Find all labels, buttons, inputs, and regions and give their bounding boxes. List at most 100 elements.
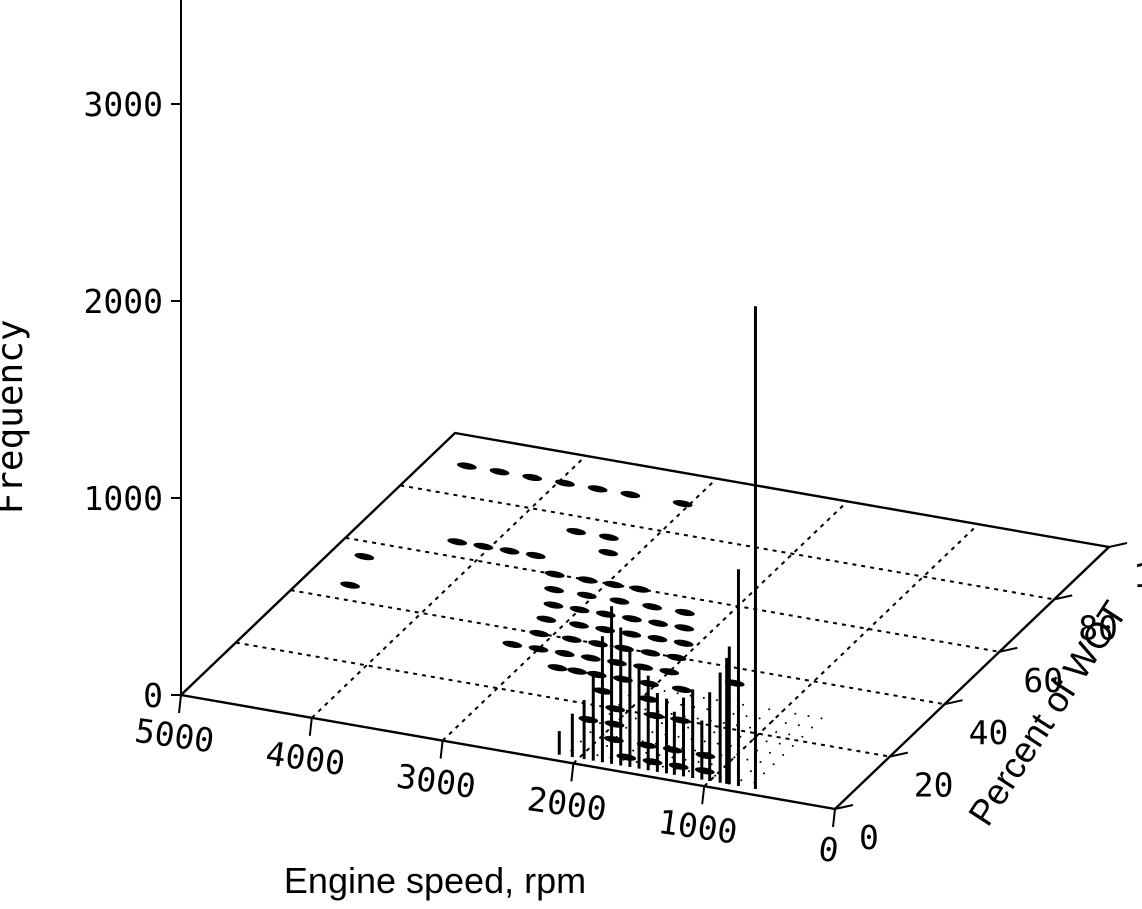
data-point-9 bbox=[578, 715, 599, 724]
floor-dot bbox=[810, 726, 813, 729]
floor-dot bbox=[782, 754, 785, 757]
y-tick-label: 20 bbox=[914, 766, 954, 805]
data-point-37 bbox=[621, 630, 642, 638]
y-tick-label: 80 bbox=[1078, 608, 1118, 647]
data-point-39 bbox=[569, 621, 589, 629]
floor-dot bbox=[713, 731, 716, 734]
floor-dot bbox=[732, 712, 735, 715]
floor-dot bbox=[644, 708, 647, 711]
data-point-17 bbox=[613, 675, 633, 683]
floor-dot bbox=[807, 715, 810, 718]
floor-dot bbox=[781, 710, 784, 713]
data-point-63 bbox=[598, 533, 619, 541]
floor-dot bbox=[775, 731, 778, 734]
floor-dot bbox=[634, 717, 637, 720]
floor-dot bbox=[722, 722, 725, 725]
data-point-2 bbox=[642, 758, 663, 766]
x-tick-0 bbox=[832, 808, 836, 828]
floor-dot bbox=[635, 761, 638, 764]
data-point-61 bbox=[447, 538, 468, 546]
floor-dot bbox=[768, 708, 771, 711]
data-point-24 bbox=[607, 658, 627, 667]
floor-dot bbox=[769, 751, 772, 754]
data-point-43 bbox=[648, 619, 668, 627]
x-tick-label: 2000 bbox=[525, 779, 609, 829]
data-point-23 bbox=[633, 663, 654, 671]
floor-dot bbox=[758, 717, 761, 720]
data-point-38 bbox=[595, 625, 616, 634]
data-point-53 bbox=[544, 586, 564, 594]
data-point-41 bbox=[340, 581, 360, 589]
floor-dot bbox=[706, 708, 709, 711]
x-tick-3000 bbox=[439, 740, 444, 759]
y-tick-label: 100 bbox=[1133, 556, 1142, 595]
x-tick-2000 bbox=[570, 763, 575, 782]
x-tick-label: 5000 bbox=[133, 711, 217, 761]
data-point-4 bbox=[695, 751, 716, 760]
data-point-49 bbox=[674, 608, 695, 617]
x-tick-5000 bbox=[178, 694, 182, 714]
data-point-54 bbox=[629, 585, 650, 593]
data-point-6 bbox=[636, 741, 657, 749]
floor-dot bbox=[749, 770, 752, 773]
data-point-56 bbox=[577, 576, 598, 584]
floor-dot bbox=[742, 703, 745, 706]
data-point-44 bbox=[622, 615, 642, 623]
data-point-46 bbox=[569, 606, 590, 614]
y-tick-40 bbox=[944, 699, 963, 706]
floor-dot bbox=[694, 749, 697, 752]
z-tick-label: 2000 bbox=[84, 282, 163, 321]
floor-dot bbox=[740, 779, 743, 782]
floor-dot bbox=[788, 733, 791, 736]
floor-dot bbox=[762, 728, 765, 731]
x-tick-4000 bbox=[308, 717, 313, 736]
bars-layer bbox=[557, 306, 757, 789]
floor-dot bbox=[676, 692, 679, 695]
data-point-50 bbox=[642, 603, 663, 611]
y-tick-20 bbox=[889, 751, 909, 758]
x-axis-label: Engine speed, rpm bbox=[284, 860, 586, 901]
floor-dot bbox=[797, 724, 800, 727]
floor-dot bbox=[631, 706, 634, 709]
floor-dot bbox=[749, 726, 752, 729]
data-point-31 bbox=[614, 644, 635, 652]
floor-dot bbox=[680, 703, 683, 706]
y-tick-0 bbox=[834, 804, 854, 810]
data-point-60 bbox=[473, 542, 494, 550]
floor-dot bbox=[746, 758, 749, 761]
data-point-36 bbox=[647, 635, 668, 643]
y-tick-label: 0 bbox=[859, 818, 879, 857]
data-point-33 bbox=[561, 635, 582, 643]
floor-dot bbox=[714, 774, 717, 777]
y-tick-60 bbox=[999, 646, 1018, 653]
floor-dot bbox=[791, 744, 794, 747]
floor-dot bbox=[670, 712, 673, 715]
data-point-68 bbox=[456, 462, 477, 470]
x-tick-1000 bbox=[701, 786, 706, 805]
data-point-27 bbox=[528, 645, 549, 653]
data-point-66 bbox=[522, 473, 543, 482]
data-point-34 bbox=[529, 629, 549, 638]
data-point-57 bbox=[544, 570, 565, 578]
data-point-35 bbox=[673, 639, 694, 647]
floor-dot bbox=[579, 740, 582, 743]
data-point-70 bbox=[620, 490, 641, 499]
floor-dot bbox=[599, 722, 602, 725]
floor-dot bbox=[596, 754, 599, 757]
data-point-7 bbox=[604, 735, 624, 744]
data-point-67 bbox=[489, 468, 510, 476]
data-point-29 bbox=[666, 653, 687, 662]
grid-line-rpm-2000 bbox=[572, 500, 849, 765]
floor-dot bbox=[702, 696, 705, 699]
z-tick-label: 3000 bbox=[84, 85, 163, 124]
data-point-65 bbox=[555, 479, 575, 487]
floor-dot bbox=[765, 740, 768, 743]
data-point-47 bbox=[543, 601, 564, 609]
x-tick-label: 0 bbox=[816, 829, 841, 870]
floor-dot bbox=[703, 740, 706, 743]
data-point-64 bbox=[566, 527, 587, 536]
z-axis-label: Frequency bbox=[0, 319, 31, 514]
grid-line-wot-40 bbox=[290, 589, 945, 706]
